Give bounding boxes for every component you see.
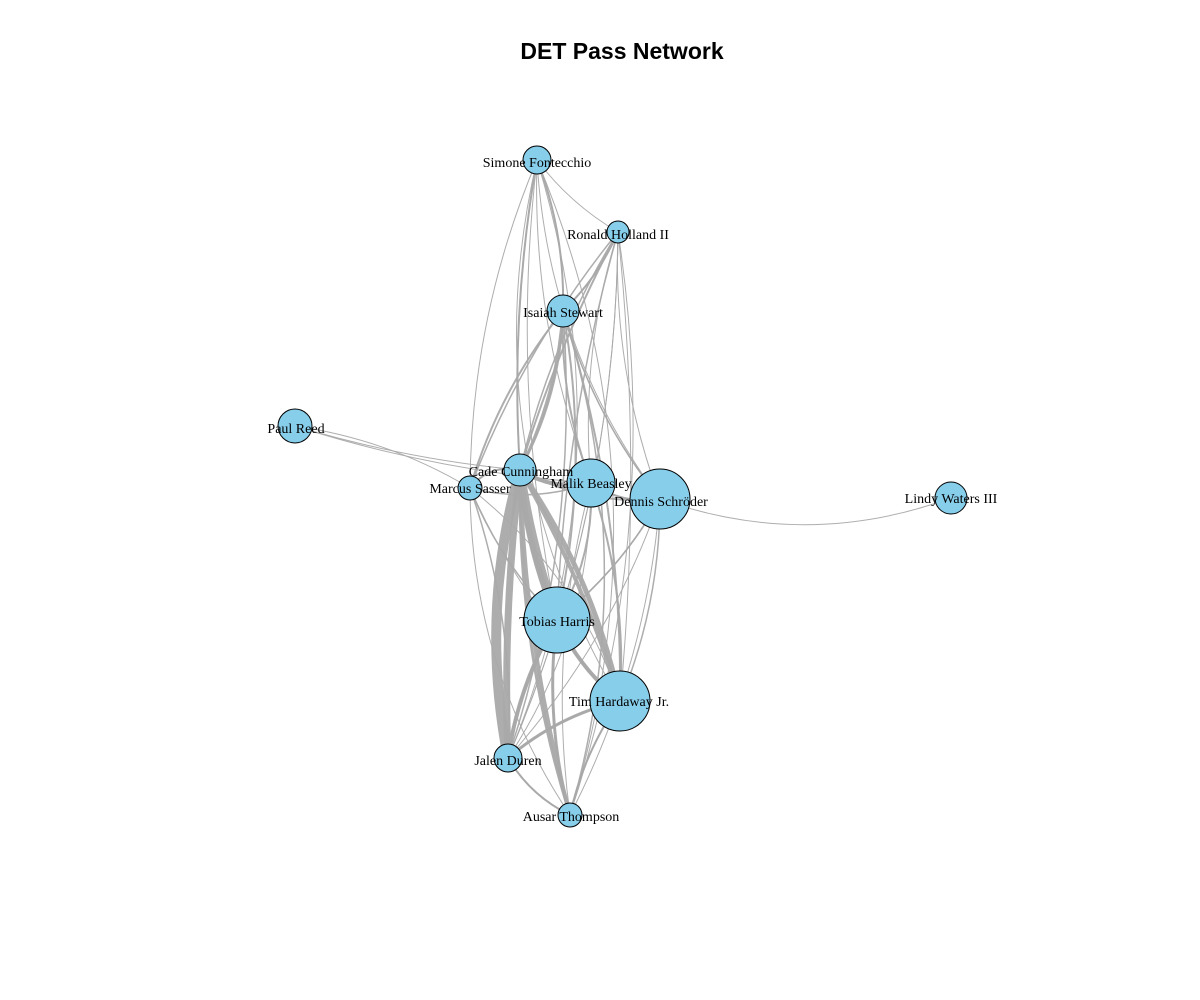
edge-duren-schroder <box>507 498 661 759</box>
edge-reed-cade <box>294 425 521 471</box>
node-holland <box>606 220 630 244</box>
edge-cade-holland <box>519 231 619 471</box>
node-label-schroder: Dennis Schröder <box>614 495 708 510</box>
node-harris <box>523 586 591 654</box>
edge-duren-cade <box>503 466 524 762</box>
edge-holland-cade <box>519 231 619 471</box>
edge-reed-sasser <box>294 425 471 489</box>
node-waters <box>934 481 968 515</box>
edge-cade-duren <box>491 465 525 763</box>
edge-cade-simone <box>516 159 538 471</box>
node-label-hardaway: Tim Hardaway Jr. <box>569 695 669 710</box>
node-simone <box>522 145 552 175</box>
edge-thompson-stewart <box>562 310 606 816</box>
node-hardaway <box>589 670 651 732</box>
node-label-holland: Ronald Holland II <box>567 228 669 243</box>
label-layer: Simone Fontecchio Ronald Holland II Isaiah… <box>267 156 997 825</box>
node-label-thompson: Ausar Thompson <box>523 810 620 825</box>
edge-reed-beasley <box>294 425 592 484</box>
node-label-reed: Paul Reed <box>267 422 324 437</box>
node-beasley <box>566 458 616 508</box>
edge-hardaway-cade <box>518 468 622 703</box>
edge-thompson-cade <box>518 468 572 817</box>
node-cade <box>503 453 537 487</box>
node-label-duren: Jalen Duren <box>474 754 541 769</box>
edge-layer <box>294 159 952 817</box>
edge-simone-sasser <box>469 159 538 489</box>
edge-simone-duren <box>507 159 578 759</box>
node-label-stewart: Isaiah Stewart <box>523 306 603 321</box>
node-label-beasley: Malik Beasley <box>550 477 631 492</box>
edge-thompson-sasser <box>469 487 571 816</box>
edge-holland-harris <box>556 231 619 621</box>
node-sasser <box>457 475 483 501</box>
node-label-sasser: Marcus Sasser <box>429 482 511 497</box>
node-label-harris: Tobias Harris <box>519 615 595 630</box>
node-reed <box>277 408 313 444</box>
node-thompson <box>557 802 583 828</box>
edge-schroder-waters <box>659 497 952 526</box>
node-label-cade: Cade Cunningham <box>469 465 574 480</box>
edge-thompson-holland <box>569 231 634 816</box>
node-stewart <box>546 294 580 328</box>
node-layer <box>277 145 968 828</box>
edge-simone-stewart <box>536 159 564 312</box>
edge-simone-harris <box>526 159 558 621</box>
edge-duren-sasser <box>469 487 510 759</box>
node-label-simone: Simone Fontecchio <box>483 156 592 171</box>
node-duren <box>493 743 523 773</box>
node-schroder <box>629 468 691 530</box>
chart-title: DET Pass Network <box>520 38 723 64</box>
edge-holland-sasser <box>469 231 619 489</box>
edge-hardaway-holland <box>617 231 632 702</box>
node-label-waters: Lindy Waters III <box>905 492 998 507</box>
edge-thompson-schroder <box>569 498 661 816</box>
